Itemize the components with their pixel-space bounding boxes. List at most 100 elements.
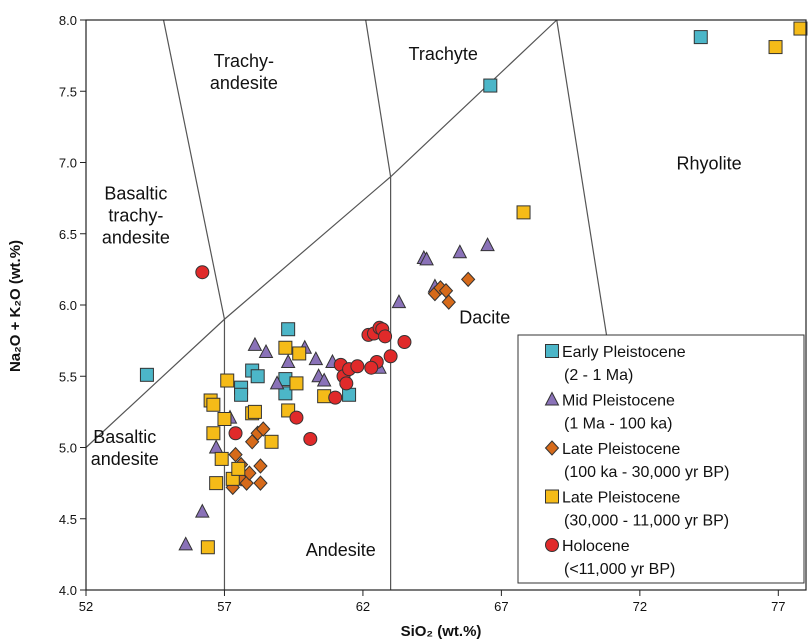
data-point	[194, 503, 210, 518]
x-axis-title: SiO₂ (wt.%)	[401, 623, 482, 640]
field-label: Andesite	[306, 540, 376, 560]
data-point	[303, 431, 318, 446]
field-label-line: trachy-	[108, 206, 163, 226]
data-point	[308, 351, 324, 366]
field-label-line: Rhyolite	[677, 154, 742, 174]
data-point	[480, 237, 495, 252]
data-point	[269, 375, 285, 390]
data-point	[264, 434, 279, 449]
data-point	[342, 387, 357, 402]
data-point	[256, 421, 271, 437]
data-point	[139, 367, 154, 382]
y-tick-label: 4.0	[59, 583, 77, 598]
data-point	[206, 426, 221, 441]
data-point	[247, 336, 263, 351]
field-label-line: Trachyte	[409, 44, 478, 64]
data-point	[228, 426, 243, 441]
data-point	[693, 30, 708, 45]
field-label-line: Basaltic	[104, 184, 167, 204]
field-label: Rhyolite	[677, 154, 742, 174]
data-point	[383, 349, 398, 364]
data-point	[206, 397, 221, 412]
data-point	[280, 353, 296, 368]
legend-marker	[545, 489, 559, 504]
legend-label: Mid Pleistocene	[562, 393, 675, 410]
data-point	[793, 21, 808, 36]
legend-label: Late Pleistocene	[562, 490, 680, 507]
field-boundary-line	[85, 19, 558, 448]
legend-sublabel: (30,000 - 11,000 yr BP)	[564, 513, 729, 530]
data-point	[214, 451, 229, 466]
field-label: Dacite	[459, 308, 510, 328]
y-tick-label: 7.5	[59, 84, 77, 99]
data-point	[316, 372, 332, 387]
data-point	[278, 340, 293, 355]
data-point	[253, 475, 268, 491]
y-tick-label: 7.0	[59, 156, 77, 171]
legend-label: Holocene	[562, 538, 630, 555]
field-label: Basaltic andesite	[91, 427, 159, 469]
field-label: Trachyte	[409, 44, 478, 64]
data-point	[378, 329, 393, 344]
data-point	[460, 271, 476, 288]
y-tick-label: 6.5	[59, 227, 77, 242]
data-point	[397, 335, 412, 350]
data-point	[220, 373, 235, 388]
data-point	[289, 410, 304, 425]
legend-marker	[545, 538, 559, 552]
legend-sublabel: (<11,000 yr BP)	[564, 561, 675, 578]
legend-marker	[544, 391, 560, 406]
x-tick-label: 52	[79, 599, 93, 614]
field-label: Basaltic trachy-andesite	[102, 184, 170, 248]
legend: Early Pleistocene (2 - 1 Ma) Mid Pleistoce…	[517, 334, 805, 584]
field-boundary-line	[162, 19, 226, 320]
data-point	[289, 376, 304, 391]
x-tick-label: 72	[633, 599, 647, 614]
data-points	[139, 21, 808, 555]
field-boundary-line	[365, 19, 392, 177]
data-point	[350, 359, 365, 374]
legend-marker	[544, 440, 560, 456]
field-label-line: Basaltic	[93, 427, 156, 447]
legend-box	[517, 334, 805, 584]
y-tick-label: 4.5	[59, 512, 77, 527]
data-point	[364, 360, 379, 375]
data-point	[339, 376, 354, 391]
legend-sublabel: (1 Ma - 100 ka)	[564, 416, 672, 433]
data-point	[452, 244, 468, 259]
data-point	[195, 265, 210, 280]
data-point	[217, 412, 232, 426]
data-point	[253, 458, 268, 474]
legend-sublabel: (100 ka - 30,000 yr BP)	[564, 464, 729, 481]
data-point	[328, 390, 343, 405]
data-point	[281, 322, 296, 337]
data-point	[292, 346, 307, 361]
data-point	[258, 343, 274, 359]
legend-marker	[545, 344, 559, 358]
data-point	[247, 404, 262, 419]
x-tick-label: 67	[494, 599, 508, 614]
x-tick-label: 57	[217, 599, 231, 614]
data-point	[441, 294, 456, 310]
data-point	[200, 540, 215, 555]
data-point	[228, 446, 243, 463]
data-point	[278, 386, 293, 401]
x-tick-label: 62	[356, 599, 370, 614]
data-point	[250, 369, 265, 384]
data-point	[391, 294, 407, 309]
data-point	[231, 461, 246, 476]
data-point	[234, 387, 249, 402]
data-point	[178, 536, 194, 551]
legend-label: Early Pleistocene	[562, 344, 686, 361]
field-label-line: Dacite	[459, 308, 510, 328]
field-label-line: andesite	[91, 449, 159, 469]
legend-sublabel: (2 - 1 Ma)	[564, 367, 633, 384]
data-point	[768, 40, 783, 55]
axis-ticks: 52 57 62 67 72 77 4.0 4.5 5.0 5.5 6.0 6.5 7.0 7.5 8.0	[59, 13, 786, 614]
data-point	[419, 251, 434, 266]
y-tick-label: 6.0	[59, 298, 77, 313]
data-point	[209, 476, 224, 491]
data-point	[516, 205, 531, 220]
